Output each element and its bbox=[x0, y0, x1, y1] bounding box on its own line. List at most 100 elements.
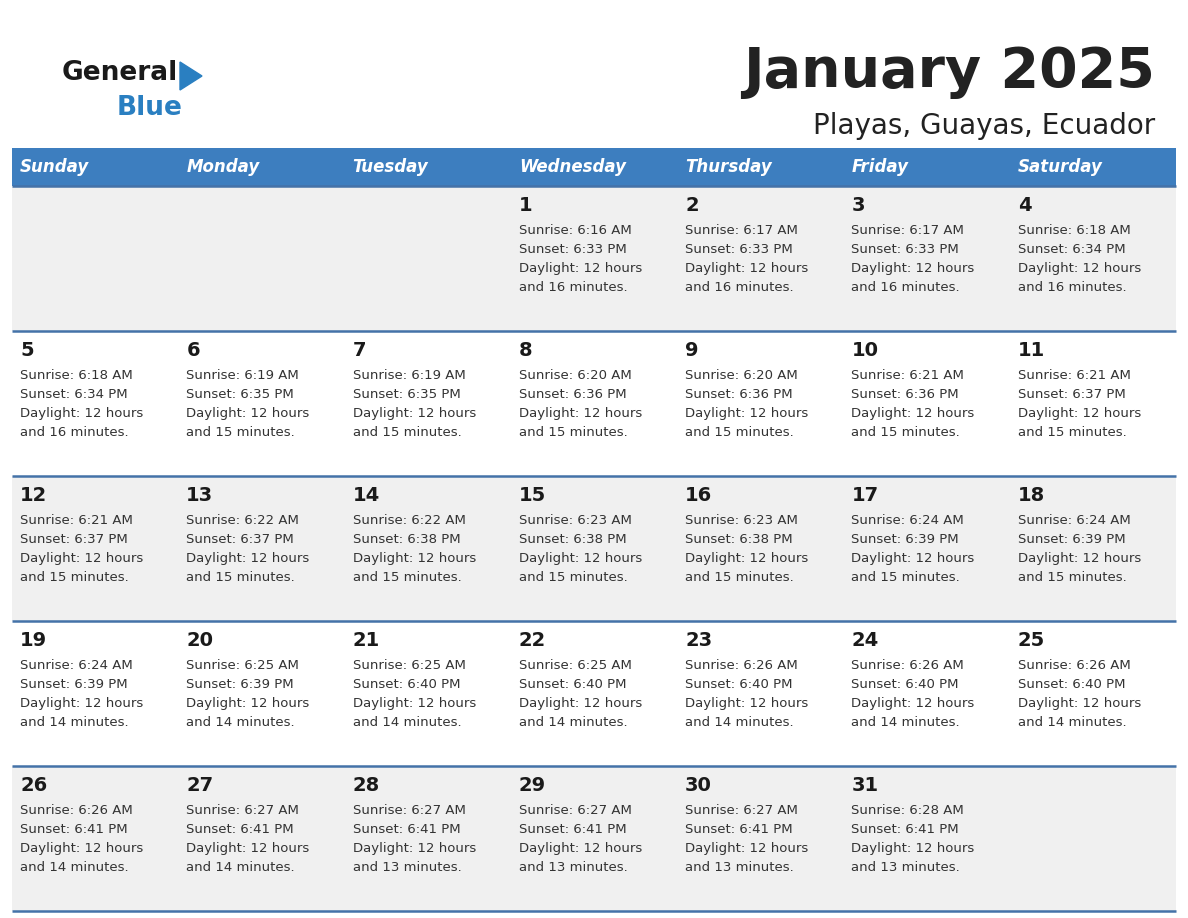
Text: Sunset: 6:41 PM: Sunset: 6:41 PM bbox=[519, 823, 626, 836]
Text: 30: 30 bbox=[685, 776, 712, 795]
Text: Daylight: 12 hours: Daylight: 12 hours bbox=[685, 842, 808, 855]
Text: Daylight: 12 hours: Daylight: 12 hours bbox=[20, 842, 144, 855]
FancyBboxPatch shape bbox=[677, 476, 843, 621]
Text: 31: 31 bbox=[852, 776, 879, 795]
Text: and 15 minutes.: and 15 minutes. bbox=[20, 571, 128, 584]
FancyBboxPatch shape bbox=[677, 621, 843, 766]
Text: and 15 minutes.: and 15 minutes. bbox=[353, 571, 461, 584]
Text: Sunrise: 6:18 AM: Sunrise: 6:18 AM bbox=[1018, 224, 1131, 237]
FancyBboxPatch shape bbox=[12, 148, 178, 186]
FancyBboxPatch shape bbox=[843, 331, 1010, 476]
Text: Sunrise: 6:19 AM: Sunrise: 6:19 AM bbox=[353, 369, 466, 382]
Text: Daylight: 12 hours: Daylight: 12 hours bbox=[685, 262, 808, 275]
Text: Sunset: 6:40 PM: Sunset: 6:40 PM bbox=[852, 678, 959, 691]
FancyBboxPatch shape bbox=[178, 476, 345, 621]
Text: and 14 minutes.: and 14 minutes. bbox=[20, 716, 128, 729]
Text: and 15 minutes.: and 15 minutes. bbox=[852, 571, 960, 584]
Text: Sunset: 6:36 PM: Sunset: 6:36 PM bbox=[852, 388, 959, 401]
Text: Daylight: 12 hours: Daylight: 12 hours bbox=[1018, 697, 1140, 710]
Text: 16: 16 bbox=[685, 486, 713, 505]
FancyBboxPatch shape bbox=[1010, 148, 1176, 186]
FancyBboxPatch shape bbox=[345, 186, 511, 331]
Text: Sunrise: 6:26 AM: Sunrise: 6:26 AM bbox=[1018, 659, 1131, 672]
Text: Daylight: 12 hours: Daylight: 12 hours bbox=[519, 842, 642, 855]
Text: and 14 minutes.: and 14 minutes. bbox=[519, 716, 627, 729]
Text: Sunrise: 6:16 AM: Sunrise: 6:16 AM bbox=[519, 224, 632, 237]
Text: Daylight: 12 hours: Daylight: 12 hours bbox=[519, 407, 642, 420]
Text: Sunset: 6:36 PM: Sunset: 6:36 PM bbox=[685, 388, 792, 401]
Text: Saturday: Saturday bbox=[1018, 158, 1102, 176]
Text: and 14 minutes.: and 14 minutes. bbox=[685, 716, 794, 729]
Text: Sunset: 6:33 PM: Sunset: 6:33 PM bbox=[519, 243, 626, 256]
Text: Sunset: 6:41 PM: Sunset: 6:41 PM bbox=[852, 823, 959, 836]
Text: 21: 21 bbox=[353, 631, 380, 650]
Text: 2: 2 bbox=[685, 196, 699, 215]
Text: Daylight: 12 hours: Daylight: 12 hours bbox=[20, 407, 144, 420]
Text: Sunrise: 6:25 AM: Sunrise: 6:25 AM bbox=[187, 659, 299, 672]
Text: Daylight: 12 hours: Daylight: 12 hours bbox=[852, 697, 974, 710]
Text: 18: 18 bbox=[1018, 486, 1045, 505]
Text: and 16 minutes.: and 16 minutes. bbox=[1018, 281, 1126, 294]
FancyBboxPatch shape bbox=[12, 621, 178, 766]
Text: and 15 minutes.: and 15 minutes. bbox=[187, 426, 295, 439]
Text: 13: 13 bbox=[187, 486, 214, 505]
Text: 22: 22 bbox=[519, 631, 546, 650]
Text: and 15 minutes.: and 15 minutes. bbox=[685, 571, 794, 584]
FancyBboxPatch shape bbox=[345, 766, 511, 911]
FancyBboxPatch shape bbox=[1010, 186, 1176, 331]
Text: 17: 17 bbox=[852, 486, 879, 505]
Text: Sunset: 6:38 PM: Sunset: 6:38 PM bbox=[519, 533, 626, 546]
FancyBboxPatch shape bbox=[178, 621, 345, 766]
Text: Sunrise: 6:25 AM: Sunrise: 6:25 AM bbox=[519, 659, 632, 672]
FancyBboxPatch shape bbox=[677, 186, 843, 331]
FancyBboxPatch shape bbox=[511, 766, 677, 911]
Text: Sunset: 6:36 PM: Sunset: 6:36 PM bbox=[519, 388, 626, 401]
Text: 12: 12 bbox=[20, 486, 48, 505]
Text: Sunrise: 6:27 AM: Sunrise: 6:27 AM bbox=[685, 804, 798, 817]
Text: Sunrise: 6:27 AM: Sunrise: 6:27 AM bbox=[187, 804, 299, 817]
FancyBboxPatch shape bbox=[345, 476, 511, 621]
Text: Daylight: 12 hours: Daylight: 12 hours bbox=[519, 697, 642, 710]
Text: Daylight: 12 hours: Daylight: 12 hours bbox=[353, 842, 476, 855]
Text: Sunset: 6:40 PM: Sunset: 6:40 PM bbox=[685, 678, 792, 691]
Text: 4: 4 bbox=[1018, 196, 1031, 215]
Text: Sunrise: 6:28 AM: Sunrise: 6:28 AM bbox=[852, 804, 965, 817]
Text: and 14 minutes.: and 14 minutes. bbox=[187, 716, 295, 729]
FancyBboxPatch shape bbox=[843, 476, 1010, 621]
Text: and 13 minutes.: and 13 minutes. bbox=[685, 861, 794, 874]
FancyBboxPatch shape bbox=[1010, 476, 1176, 621]
Text: General: General bbox=[62, 60, 178, 86]
Text: Sunset: 6:41 PM: Sunset: 6:41 PM bbox=[685, 823, 792, 836]
Text: Friday: Friday bbox=[852, 158, 909, 176]
Text: Sunset: 6:41 PM: Sunset: 6:41 PM bbox=[20, 823, 127, 836]
Text: 9: 9 bbox=[685, 341, 699, 360]
Text: Sunset: 6:38 PM: Sunset: 6:38 PM bbox=[685, 533, 792, 546]
Text: and 14 minutes.: and 14 minutes. bbox=[353, 716, 461, 729]
FancyBboxPatch shape bbox=[178, 186, 345, 331]
Text: and 15 minutes.: and 15 minutes. bbox=[852, 426, 960, 439]
FancyBboxPatch shape bbox=[511, 476, 677, 621]
Text: and 16 minutes.: and 16 minutes. bbox=[852, 281, 960, 294]
FancyBboxPatch shape bbox=[178, 766, 345, 911]
Text: and 16 minutes.: and 16 minutes. bbox=[685, 281, 794, 294]
Text: and 13 minutes.: and 13 minutes. bbox=[852, 861, 960, 874]
Text: Thursday: Thursday bbox=[685, 158, 772, 176]
FancyBboxPatch shape bbox=[843, 621, 1010, 766]
Text: Playas, Guayas, Ecuador: Playas, Guayas, Ecuador bbox=[813, 112, 1155, 140]
Text: Daylight: 12 hours: Daylight: 12 hours bbox=[1018, 552, 1140, 565]
FancyBboxPatch shape bbox=[511, 186, 677, 331]
Text: and 15 minutes.: and 15 minutes. bbox=[519, 571, 627, 584]
FancyBboxPatch shape bbox=[677, 148, 843, 186]
Text: Sunset: 6:39 PM: Sunset: 6:39 PM bbox=[20, 678, 127, 691]
Text: Daylight: 12 hours: Daylight: 12 hours bbox=[519, 262, 642, 275]
Text: and 14 minutes.: and 14 minutes. bbox=[852, 716, 960, 729]
Text: January 2025: January 2025 bbox=[744, 45, 1155, 99]
Text: 15: 15 bbox=[519, 486, 546, 505]
FancyBboxPatch shape bbox=[345, 621, 511, 766]
Text: 11: 11 bbox=[1018, 341, 1045, 360]
Text: Wednesday: Wednesday bbox=[519, 158, 626, 176]
FancyBboxPatch shape bbox=[12, 476, 178, 621]
FancyBboxPatch shape bbox=[1010, 331, 1176, 476]
Text: Sunset: 6:33 PM: Sunset: 6:33 PM bbox=[852, 243, 959, 256]
Text: 1: 1 bbox=[519, 196, 532, 215]
